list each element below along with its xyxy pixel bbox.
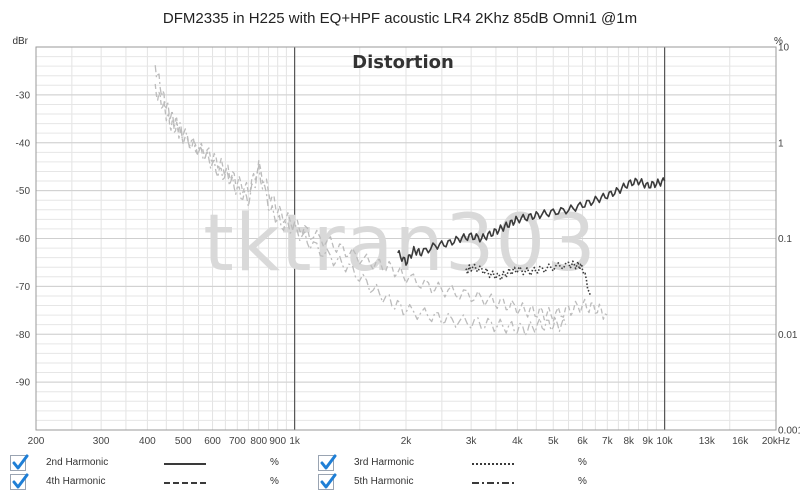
legend-row-1: 2nd Harmonic % 3rd Harmonic % <box>0 454 800 473</box>
checkmark-icon <box>320 473 337 489</box>
y-right-axis-label: % <box>774 36 783 47</box>
x-tick-label: 9k <box>642 436 654 447</box>
legend-swatch-solid <box>164 463 206 465</box>
legend-label-4th-harmonic: 4th Harmonic <box>46 476 106 487</box>
legend-swatch-dashed <box>164 482 206 484</box>
legend-label-2nd-harmonic: 2nd Harmonic <box>46 457 109 468</box>
series-line-3rd-harmonic <box>465 260 592 297</box>
y-right-tick-label: 0.01 <box>778 330 798 341</box>
x-tick-label: 500 <box>175 436 192 447</box>
x-tick-label: 5k <box>548 436 560 447</box>
distortion-chart: DFM2335 in H225 with EQ+HPF acoustic LR4… <box>12 10 800 448</box>
y-left-tick-label: -50 <box>16 186 31 197</box>
x-tick-label: 7k <box>602 436 614 447</box>
checkbox-3rd-harmonic[interactable] <box>318 454 337 471</box>
legend-unit-4th-harmonic: % <box>270 476 279 487</box>
x-tick-label: 200 <box>28 436 45 447</box>
series-line-4th-harmonic <box>154 83 608 323</box>
y-right-tick-label: 10 <box>778 43 790 54</box>
checkmark-icon <box>12 473 29 489</box>
series-line-2nd-harmonic <box>397 177 666 266</box>
chart-title: DFM2335 in H225 with EQ+HPF acoustic LR4… <box>163 10 637 27</box>
checkmark-icon <box>12 454 29 470</box>
legend-label-3rd-harmonic: 3rd Harmonic <box>354 457 415 468</box>
x-tick-label: 700 <box>229 436 246 447</box>
y-left-tick-label: -40 <box>16 138 31 149</box>
x-tick-label: 900 <box>269 436 286 447</box>
y-right-tick-label: 0.1 <box>778 234 792 245</box>
x-tick-label: 300 <box>93 436 110 447</box>
x-tick-label: 2k <box>401 436 413 447</box>
x-tick-label: 600 <box>204 436 221 447</box>
y-left-axis-label: dBr <box>12 36 28 47</box>
legend-swatch-dotted <box>472 463 514 465</box>
y-right-tick-label: 1 <box>778 138 784 149</box>
x-tick-label: 3k <box>466 436 478 447</box>
checkmark-icon <box>320 454 337 470</box>
checkbox-5th-harmonic[interactable] <box>318 473 337 490</box>
chart-subtitle: Distortion <box>352 52 454 73</box>
x-tick-label: 10k <box>657 436 674 447</box>
legend-unit-2nd-harmonic: % <box>270 457 279 468</box>
checkbox-2nd-harmonic[interactable] <box>10 454 29 471</box>
x-tick-label: 4k <box>512 436 524 447</box>
x-tick-label: 13k <box>699 436 716 447</box>
legend-unit-5th-harmonic: % <box>578 476 587 487</box>
y-left-tick-label: -80 <box>16 330 31 341</box>
x-tick-label: 20kHz <box>762 436 790 447</box>
x-tick-label: 400 <box>139 436 156 447</box>
y-left-tick-label: -90 <box>16 378 31 389</box>
series-line-5th-harmonic <box>154 65 567 337</box>
legend-label-5th-harmonic: 5th Harmonic <box>354 476 414 487</box>
y-left-tick-label: -60 <box>16 234 31 245</box>
x-tick-label: 6k <box>577 436 589 447</box>
legend-row-2: 4th Harmonic % 5th Harmonic % <box>0 473 800 492</box>
y-right-tick-label: 0.001 <box>778 426 800 437</box>
y-left-tick-label: -30 <box>16 90 31 101</box>
grid <box>36 47 776 430</box>
x-tick-label: 16k <box>732 436 749 447</box>
x-tick-label: 800 <box>250 436 267 447</box>
series-group <box>154 65 666 337</box>
x-tick-label: 1k <box>289 436 301 447</box>
legend-swatch-dashdot <box>472 482 516 484</box>
y-left-tick-label: -70 <box>16 282 31 293</box>
axes: 200 300 400 500 600 700 800 900 1k 2k 3k 4k 5k 6k 7k 8k… <box>16 43 800 448</box>
legend-unit-3rd-harmonic: % <box>578 457 587 468</box>
checkbox-4th-harmonic[interactable] <box>10 473 29 490</box>
x-tick-label: 8k <box>623 436 635 447</box>
plot-frame <box>35 46 777 431</box>
